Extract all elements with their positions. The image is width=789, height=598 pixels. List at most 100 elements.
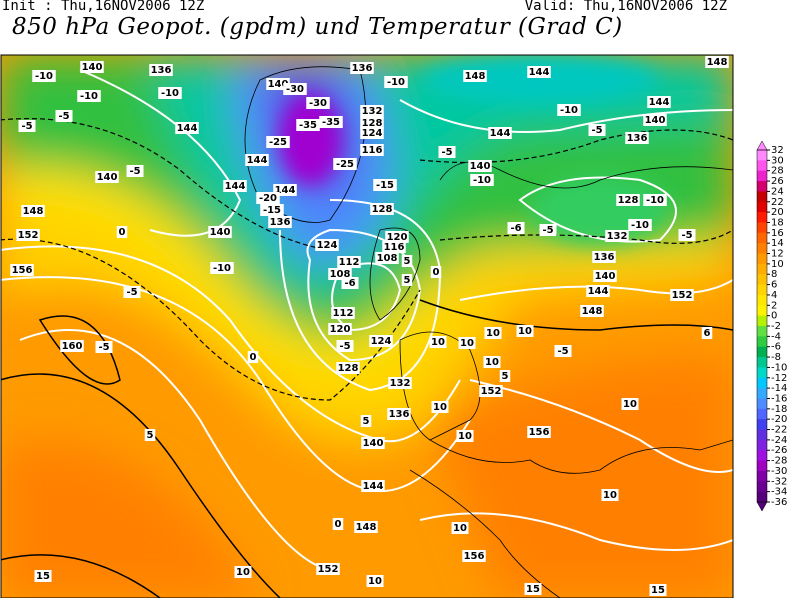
geopotential-label: 136: [352, 63, 373, 74]
isotherm-solid: [1, 299, 733, 598]
temperature-label-bg: [621, 398, 639, 410]
temperature-label-bg: [333, 158, 357, 170]
temperature-label: 5: [404, 256, 411, 267]
colorbar-label: 32: [771, 145, 784, 156]
geopotential-label-bg: [360, 117, 384, 129]
geopotential-label: 124: [317, 240, 338, 251]
geopotential-label: 136: [627, 133, 648, 144]
colorbar-label: -4: [771, 331, 781, 342]
temperature-label: -25: [269, 137, 287, 148]
geopotential-contours: [1, 69, 733, 571]
geopotential-label: 144: [529, 67, 550, 78]
temperature-label-bg: [678, 229, 696, 241]
geopotential-label-bg: [369, 335, 393, 347]
geopotential-label-bg: [337, 256, 361, 268]
geopotential-label-bg: [616, 194, 640, 206]
geopotential-label: 132: [607, 231, 628, 242]
geopotential-label-bg: [95, 171, 119, 183]
colorbar-label: 28: [771, 166, 784, 177]
geopotential-label: 160: [62, 341, 83, 352]
temperature-label: 10: [368, 576, 382, 587]
temperature-label-bg: [116, 226, 128, 238]
colorbar-label: -18: [771, 404, 787, 415]
temperature-label-bg: [643, 194, 667, 206]
geopotential-label: 116: [362, 145, 383, 156]
geopotential-label-bg: [625, 132, 649, 144]
temperature-label: -35: [322, 117, 340, 128]
temperature-label: -10: [473, 175, 491, 186]
temperature-label-bg: [95, 341, 113, 353]
temperature-label: 6: [704, 328, 711, 339]
geopotential-label-bg: [245, 154, 269, 166]
colorbar-label: -2: [771, 321, 781, 332]
geopotential-label-bg: [315, 239, 339, 251]
geopotential-label-bg: [60, 340, 84, 352]
colorbar-swatch: [757, 491, 767, 503]
temperature-label-bg: [507, 222, 525, 234]
colorbar-label: -20: [771, 414, 787, 425]
geopotential-label-bg: [488, 127, 512, 139]
geopotential-label: 108: [330, 269, 351, 280]
temperature-label: 0: [335, 519, 342, 530]
geopotential-label-bg: [223, 180, 247, 192]
colorbar-label: -16: [771, 393, 787, 404]
temperature-label: -5: [441, 147, 452, 158]
temperature-label: -15: [263, 205, 281, 216]
colorbar-swatch: [757, 470, 767, 482]
temperature-label-bg: [144, 429, 156, 441]
temperature-label-bg: [401, 255, 413, 267]
temperature-label-bg: [296, 119, 320, 131]
geopotential-label: 148: [582, 306, 603, 317]
colorbar-label: 14: [771, 238, 784, 249]
geopotential-label: 144: [247, 155, 268, 166]
temperature-label-bg: [18, 120, 36, 132]
temperature-label-bg: [483, 356, 501, 368]
temperature-label: -10: [646, 195, 664, 206]
temperature-label-bg: [451, 522, 469, 534]
geopotential-label: 108: [377, 253, 398, 264]
temperature-label-bg: [256, 192, 280, 204]
temperature-label-bg: [470, 174, 494, 186]
temperature-label: -30: [286, 84, 304, 95]
colorbar-swatch: [757, 419, 767, 431]
colorbar-label: 20: [771, 207, 784, 218]
geopotential-label: 132: [362, 106, 383, 117]
temperature-label: 10: [433, 402, 447, 413]
temperature-label: 10: [453, 523, 467, 534]
colorbar-label: -22: [771, 425, 787, 436]
colorbar-label: -14: [771, 383, 787, 394]
colorbar-swatch: [757, 232, 767, 244]
geopotential-label-bg: [336, 362, 360, 374]
colorbar-swatch: [757, 481, 767, 493]
temperature-label: 10: [486, 328, 500, 339]
temperature-label-bg: [499, 370, 511, 382]
temperature-label: 5: [363, 416, 370, 427]
geopotential-label: 148: [356, 522, 377, 533]
colorbar-label: -26: [771, 445, 787, 456]
temperature-label: -5: [591, 125, 602, 136]
temperature-label-bg: [484, 327, 502, 339]
temperature-label: -5: [98, 342, 109, 353]
temperature-label-bg: [554, 345, 572, 357]
colorbar-label: 2: [771, 300, 777, 311]
geopotential-label: 144: [177, 123, 198, 134]
geopotential-label: 136: [151, 65, 172, 76]
geopotential-label-bg: [10, 264, 34, 276]
temperature-label-bg: [649, 584, 667, 596]
colorbar-swatch: [757, 150, 767, 161]
temperature-label: 5: [404, 275, 411, 286]
geopotential-label-bg: [360, 127, 384, 139]
temperature-label-bg: [283, 83, 307, 95]
geopotential-label: 140: [82, 62, 103, 73]
geopotential-label: 140: [210, 227, 231, 238]
geopotential-label: 148: [707, 57, 728, 68]
colorbar-label: 6: [771, 280, 777, 291]
temperature-label: 10: [236, 567, 250, 578]
geopotential-label: 140: [645, 115, 666, 126]
temperature-label: -6: [510, 223, 521, 234]
colorbar-swatch: [757, 212, 767, 223]
geopotential-label: 152: [318, 564, 339, 575]
geopotential-label: 120: [387, 232, 408, 243]
temperature-label-bg: [516, 325, 534, 337]
